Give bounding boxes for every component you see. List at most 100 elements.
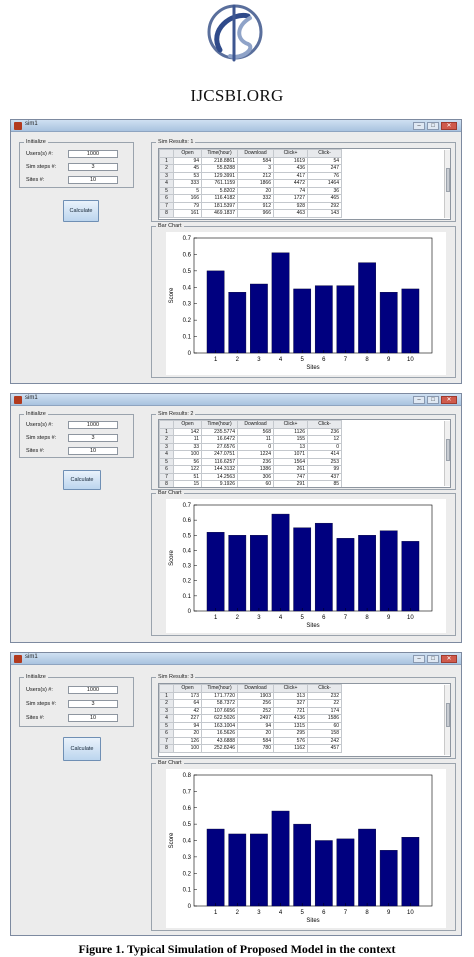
table-cell: 242 [307, 736, 342, 745]
table-row[interactable]: 8 15 9.1926 60 291 85 [159, 480, 342, 487]
sim-steps-label: Sim steps #: [26, 701, 57, 707]
calculate-button[interactable]: Calculate [63, 737, 101, 761]
table-cell: 161 [173, 209, 202, 218]
table-cell: 252 [237, 706, 274, 715]
minimize-button[interactable]: – [413, 122, 425, 130]
table-row[interactable]: 6 122 144.3132 1386 261 99 [159, 465, 342, 474]
results-table[interactable]: Open Time(hour) Download Click+ Click- 1 94 218… [158, 148, 451, 220]
x-tick-label: 3 [257, 357, 261, 363]
column-header[interactable]: Click- [307, 684, 342, 693]
scrollbar-thumb[interactable] [446, 168, 450, 192]
users-input[interactable]: 1000 [68, 150, 118, 158]
table-cell: 107.6656 [201, 706, 238, 715]
column-header[interactable]: Click+ [273, 684, 308, 693]
sim-steps-input[interactable]: 3 [68, 163, 118, 171]
table-row[interactable]: 4 227 622.5026 2497 4136 1586 [159, 714, 342, 723]
table-row[interactable]: 5 56 116.6257 236 1564 253 [159, 457, 342, 466]
table-row[interactable]: 5 5 5.8202 20 74 36 [159, 186, 342, 195]
table-row[interactable]: 2 64 58.7372 256 327 22 [159, 699, 342, 708]
close-button[interactable]: ✕ [441, 396, 457, 404]
bar-site-1 [206, 828, 225, 907]
table-row[interactable]: 3 42 107.6656 252 721 174 [159, 706, 342, 715]
close-button[interactable]: ✕ [441, 655, 457, 663]
table-cell: 11 [237, 435, 274, 444]
results-table[interactable]: Open Time(hour) Download Click+ Click- 1 173 17… [158, 683, 451, 757]
maximize-button[interactable]: □ [427, 396, 439, 404]
window-titlebar[interactable]: sim1 – □ ✕ [11, 394, 461, 406]
sites-input[interactable]: 10 [68, 176, 118, 184]
table-scrollbar[interactable] [444, 685, 450, 755]
results-table[interactable]: Open Time(hour) Download Click+ Click- 1 142 23… [158, 419, 451, 488]
table-cell: 576 [273, 736, 308, 745]
column-header[interactable]: Download [237, 420, 274, 429]
close-button[interactable]: ✕ [441, 122, 457, 130]
table-cell: 252.8246 [201, 744, 238, 753]
y-tick-label: 0 [188, 904, 192, 910]
bar-site-4 [271, 810, 290, 907]
bar-site-5 [293, 823, 312, 907]
table-row[interactable]: 7 51 14.2563 306 747 437 [159, 472, 342, 481]
column-header[interactable]: Click- [307, 149, 342, 158]
table-row[interactable]: 4 100 247.0751 1224 1071 414 [159, 450, 342, 459]
table-cell: 56 [173, 457, 202, 466]
table-row[interactable]: 3 53 129.3991 212 417 76 [159, 171, 342, 180]
table-row[interactable]: 8 161 469.1837 966 463 143 [159, 209, 342, 218]
table-cell: 721 [273, 706, 308, 715]
table-row[interactable]: 6 20 16.5626 20 295 158 [159, 729, 342, 738]
calculate-button[interactable]: Calculate [63, 200, 99, 222]
table-row[interactable]: 2 11 16.6472 11 155 12 [159, 435, 342, 444]
window-titlebar[interactable]: sim1 – □ ✕ [11, 653, 461, 665]
table-scrollbar[interactable] [444, 421, 450, 486]
maximize-button[interactable]: □ [427, 655, 439, 663]
bar-site-9 [379, 530, 398, 612]
table-scrollbar[interactable] [444, 150, 450, 218]
minimize-button[interactable]: – [413, 655, 425, 663]
table-row[interactable]: 2 45 55.8288 3 436 247 [159, 164, 342, 173]
maximize-button[interactable]: □ [427, 122, 439, 130]
plot-frame [193, 504, 433, 612]
column-header[interactable]: Time(hour) [201, 420, 238, 429]
table-row[interactable]: 7 79 181.5397 912 928 292 [159, 201, 342, 210]
column-header[interactable]: Click+ [273, 149, 308, 158]
page-header: IJCSBI.ORG [0, 0, 474, 116]
column-header[interactable]: Time(hour) [201, 149, 238, 158]
table-row[interactable]: 6 166 116.4182 332 1727 465 [159, 194, 342, 203]
sites-input[interactable]: 10 [68, 714, 118, 722]
users-input[interactable]: 1000 [68, 421, 118, 429]
calculate-button[interactable]: Calculate [63, 470, 101, 490]
sites-label: Sites #: [26, 177, 45, 183]
column-header[interactable]: Click+ [273, 420, 308, 429]
bar-site-10 [401, 837, 420, 907]
column-header[interactable]: Open [173, 149, 202, 158]
table-row[interactable]: 8 100 252.8246 780 1162 457 [159, 744, 342, 753]
scrollbar-thumb[interactable] [446, 439, 450, 461]
column-header[interactable]: Time(hour) [201, 684, 238, 693]
table-row[interactable]: 3 33 27.6576 0 13 0 [159, 442, 342, 451]
x-tick-label: 10 [407, 615, 414, 621]
table-cell: 60 [307, 721, 342, 730]
users-input[interactable]: 1000 [68, 686, 118, 694]
table-row[interactable]: 1 94 218.8861 584 1619 54 [159, 156, 342, 165]
x-axis-label: Sites [306, 623, 319, 629]
sim-steps-input[interactable]: 3 [68, 700, 118, 708]
table-row[interactable]: 1 173 171.7720 1903 313 232 [159, 691, 342, 700]
column-header[interactable]: Download [237, 149, 274, 158]
minimize-button[interactable]: – [413, 396, 425, 404]
table-row[interactable]: 1 142 235.5774 568 1126 236 [159, 427, 342, 436]
y-tick-label: 0.4 [183, 839, 192, 845]
sim-results-panel: Sim Results: 1 Open Time(hour) Download Cli… [151, 139, 456, 222]
column-header[interactable]: Open [173, 684, 202, 693]
table-row[interactable]: 7 126 43.6888 584 576 242 [159, 736, 342, 745]
column-header[interactable]: Click- [307, 420, 342, 429]
column-header[interactable]: Download [237, 684, 274, 693]
table-row[interactable]: 5 94 163.1004 94 1315 60 [159, 721, 342, 730]
column-header[interactable]: Open [173, 420, 202, 429]
scrollbar-thumb[interactable] [446, 703, 450, 727]
sites-input[interactable]: 10 [68, 447, 118, 455]
row-header: 4 [159, 179, 174, 188]
bar-site-9 [379, 850, 398, 907]
table-cell: 463 [273, 209, 308, 218]
sim-steps-input[interactable]: 3 [68, 434, 118, 442]
table-row[interactable]: 4 333 761.1159 1866 4472 1464 [159, 179, 342, 188]
window-titlebar[interactable]: sim1 – □ ✕ [11, 120, 461, 132]
